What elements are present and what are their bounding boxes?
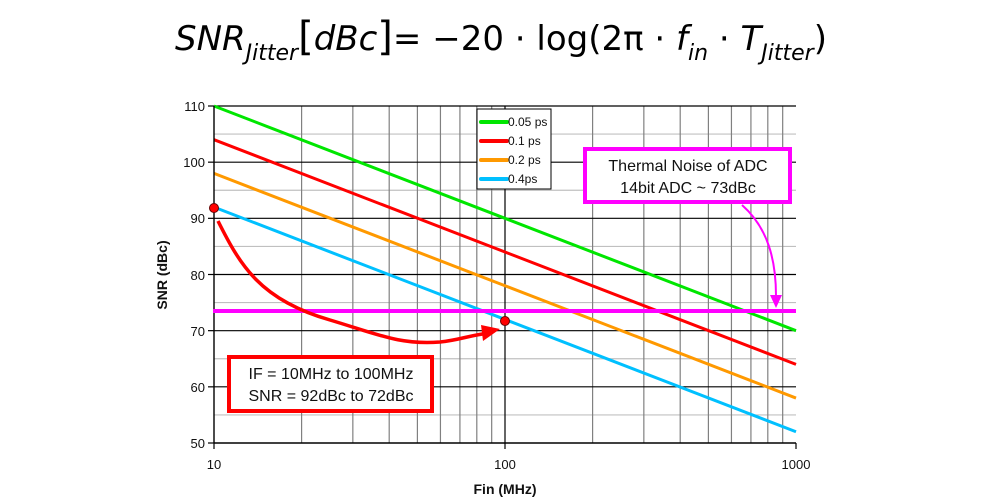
thermal-noise-annotation: Thermal Noise of ADC 14bit ADC ~ 73dBc bbox=[583, 147, 792, 204]
y-tick: 50 bbox=[191, 436, 205, 451]
if-range-annotation: IF = 10MHz to 100MHz SNR = 92dBc to 72dB… bbox=[227, 355, 434, 413]
y-tick: 110 bbox=[184, 99, 205, 114]
svg-text:IF = 10MHz to 100MHz: IF = 10MHz to 100MHz bbox=[249, 366, 414, 383]
series-line bbox=[213, 104, 797, 333]
formula: SNRJitter[dBc]= −20 · log(2π · fin · TJi… bbox=[175, 14, 827, 66]
y-tick-labels: 110 100 90 80 70 60 50 bbox=[183, 99, 205, 451]
legend-item: 0.1 ps bbox=[508, 134, 541, 148]
y-axis-label: SNR (dBc) bbox=[154, 240, 170, 309]
series-line bbox=[213, 172, 797, 400]
red-arrowhead-icon bbox=[481, 325, 500, 341]
legend: 0.05 ps 0.1 ps 0.2 ps 0.4ps bbox=[476, 108, 552, 190]
series-line bbox=[213, 138, 797, 366]
formula-lhs-sub: Jitter bbox=[242, 41, 300, 66]
y-tick: 60 bbox=[191, 380, 205, 395]
magenta-curve-arrow bbox=[741, 204, 777, 297]
x-tick: 1000 bbox=[782, 457, 811, 472]
axes bbox=[208, 105, 797, 449]
formula-unit: dBc bbox=[314, 19, 378, 59]
magenta-arrowhead-icon bbox=[770, 295, 782, 308]
svg-text:14bit ADC ~ 73dBc: 14bit ADC ~ 73dBc bbox=[620, 180, 756, 197]
data-point-100mhz bbox=[500, 316, 510, 326]
x-tick: 100 bbox=[494, 457, 516, 472]
y-tick: 70 bbox=[191, 324, 205, 339]
svg-text:SNR = 92dBc to 72dBc: SNR = 92dBc to 72dBc bbox=[249, 388, 414, 405]
formula-rhs: = −20 · log(2π · bbox=[393, 19, 676, 59]
data-point-10mhz bbox=[209, 203, 219, 213]
formula-lhs: SNR bbox=[175, 19, 246, 59]
y-tick: 100 bbox=[183, 155, 205, 170]
x-tick: 10 bbox=[207, 457, 221, 472]
red-curve-arrow bbox=[216, 220, 491, 345]
svg-text:SNRJitter[dBc]= −20 · log(2π ·: SNRJitter[dBc]= −20 · log(2π · fin · TJi… bbox=[175, 14, 827, 66]
legend-item: 0.4ps bbox=[508, 172, 537, 186]
y-tick: 80 bbox=[191, 268, 205, 283]
y-tick: 90 bbox=[191, 211, 205, 226]
svg-text:Thermal Noise of ADC: Thermal Noise of ADC bbox=[608, 158, 767, 175]
x-axis-label: Fin (MHz) bbox=[474, 481, 537, 497]
legend-item: 0.05 ps bbox=[508, 115, 547, 129]
legend-item: 0.2 ps bbox=[508, 153, 541, 167]
x-tick-labels: 10 100 1000 bbox=[207, 457, 811, 472]
